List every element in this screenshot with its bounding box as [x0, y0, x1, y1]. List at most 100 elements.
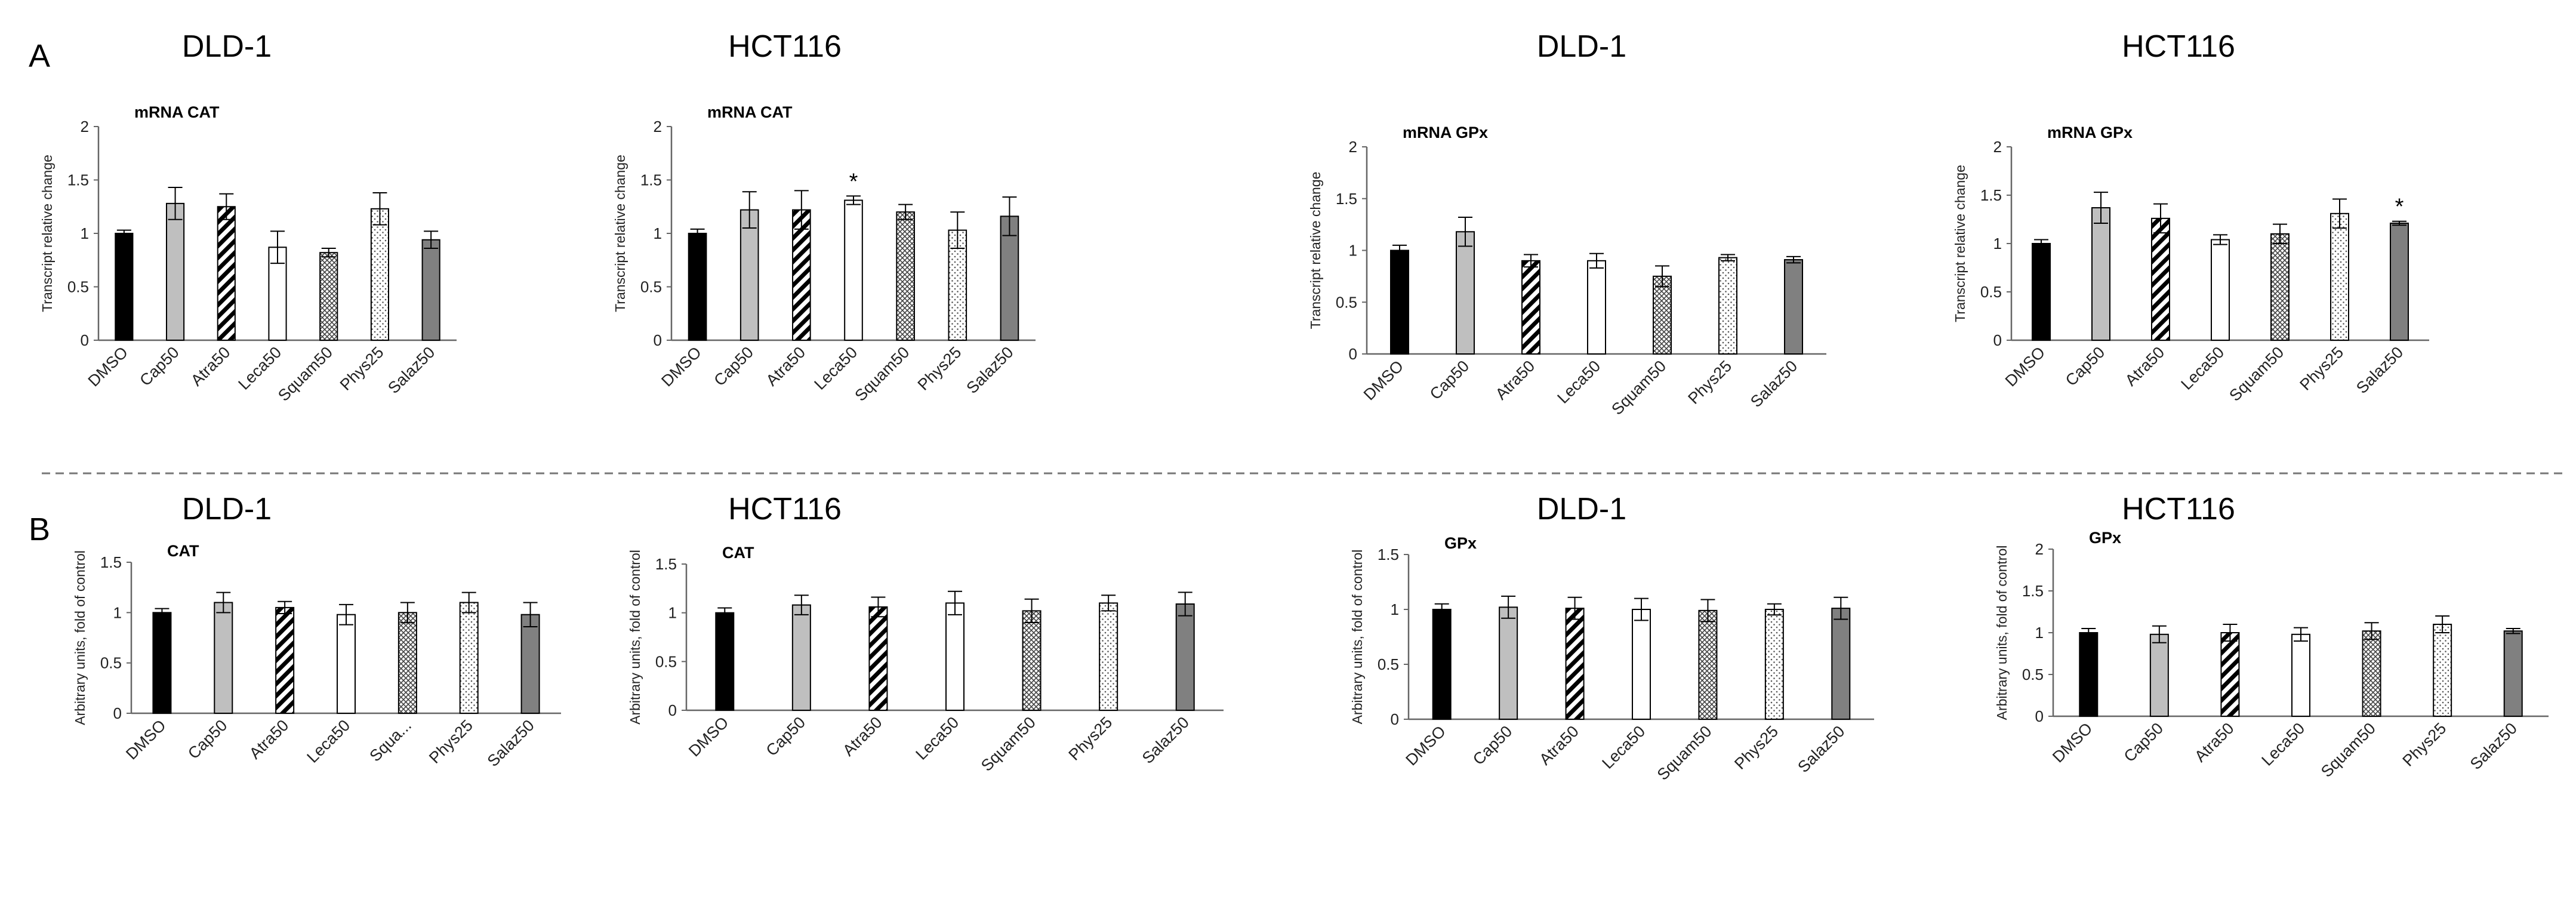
- x-tick-label: Cap50: [2062, 343, 2108, 389]
- x-tick-label: Cap50: [763, 713, 809, 759]
- x-tick-label: Leca50: [811, 343, 861, 393]
- bar-dmso: [688, 233, 707, 341]
- chart-title: CAT: [167, 542, 199, 560]
- x-tick-label: Leca50: [2258, 719, 2308, 769]
- x-tick-label: DMSO: [658, 343, 704, 390]
- x-tick-label: Phys25: [2296, 343, 2347, 394]
- x-tick-label: DMSO: [85, 343, 131, 390]
- x-tick-label: DMSO: [2002, 343, 2048, 390]
- bar-dmso: [1390, 249, 1409, 355]
- panel-label-a: A: [29, 38, 50, 74]
- cell-line-title: HCT116: [2122, 492, 2235, 526]
- x-tick-label: Phys25: [1684, 357, 1735, 408]
- y-tick-label: 2: [81, 118, 89, 135]
- chart-title: mRNA CAT: [134, 103, 220, 121]
- bar-atra50: [1565, 608, 1585, 720]
- y-tick-label: 1: [1391, 600, 1399, 618]
- bar-phys25: [2433, 624, 2452, 717]
- x-tick-label: Atra50: [763, 343, 809, 389]
- x-tick-label: Cap50: [1469, 722, 1515, 768]
- x-tick-label: Cap50: [2121, 719, 2167, 765]
- x-tick-label: Phys25: [426, 716, 476, 767]
- y-tick-label: 0: [668, 701, 677, 719]
- x-tick-label: Salaz50: [2467, 719, 2520, 773]
- x-tick-label: Cap50: [136, 343, 182, 389]
- x-tick-label: Squam50: [978, 713, 1039, 775]
- bar-atra50: [1521, 260, 1540, 355]
- bar-phys25: [2330, 212, 2349, 341]
- bar-salaz50: [421, 239, 440, 341]
- bar-leca50: [1632, 609, 1651, 720]
- y-tick-label: 1.5: [100, 553, 122, 571]
- x-tick-label: Salaz50: [1747, 357, 1801, 411]
- x-tick-label: Atra50: [246, 716, 292, 762]
- x-tick-label: Squam50: [1608, 357, 1669, 418]
- bar-salaz50: [2503, 630, 2523, 717]
- chart-2: HCT116 mRNA CAT 0 0.5 1 1.5 2 Transcript relati…: [612, 29, 1036, 405]
- y-axis-label: Arbitrary units, fold of control: [627, 550, 643, 725]
- x-tick-label: Salaz50: [384, 343, 438, 397]
- chart-title: mRNA GPx: [2047, 124, 2133, 141]
- cell-line-title: DLD-1: [1537, 29, 1626, 64]
- y-tick-label: 0.5: [640, 278, 662, 296]
- bar-phys25: [1099, 602, 1118, 711]
- bar-dmso: [2032, 243, 2051, 341]
- bar-salaz50: [1175, 603, 1195, 711]
- y-axis-label: Transcript relative change: [612, 155, 628, 312]
- y-tick-label: 2: [654, 118, 662, 135]
- x-tick-label: Leca50: [1554, 357, 1604, 407]
- y-axis-label: Transcript relative change: [1308, 172, 1323, 329]
- bar-leca50: [2211, 239, 2230, 341]
- significance-star: *: [849, 169, 858, 194]
- bar-dmso: [715, 612, 735, 711]
- significance-star: *: [2395, 195, 2404, 220]
- x-tick-label: Cap50: [1426, 357, 1472, 403]
- chart-title: mRNA GPx: [1403, 124, 1488, 141]
- x-tick-label: Phys25: [2399, 719, 2449, 770]
- y-tick-label: 0: [113, 704, 122, 722]
- charts: DLD-1 mRNA CAT 0 0.5 1 1.5 2 Transcript relativ…: [39, 29, 2549, 784]
- y-tick-label: 0: [2035, 707, 2044, 725]
- y-axis-label: Transcript relative change: [39, 155, 55, 312]
- bar-cap50: [166, 202, 185, 341]
- x-tick-label: DMSO: [685, 713, 732, 760]
- y-tick-label: 0.5: [1378, 655, 1399, 673]
- bar-dmso: [2079, 632, 2099, 717]
- chart-title: GPx: [2089, 529, 2121, 547]
- x-tick-label: Salaz50: [484, 716, 538, 770]
- y-axis-label: Arbitrary units, fold of control: [1994, 546, 2010, 720]
- y-tick-label: 0.5: [655, 652, 677, 670]
- cell-line-title: DLD-1: [182, 29, 272, 64]
- y-tick-label: 1.5: [2022, 582, 2044, 600]
- chart-title: GPx: [1444, 534, 1477, 552]
- bar-salaz50: [520, 614, 540, 714]
- y-tick-label: 2: [1993, 138, 2002, 156]
- bar-dmso: [115, 233, 134, 341]
- bar-phys25: [459, 602, 479, 714]
- bar-leca50: [2291, 633, 2310, 717]
- x-tick-label: DMSO: [1360, 357, 1407, 403]
- x-tick-label: Salaz50: [1139, 713, 1193, 767]
- chart-title: mRNA CAT: [707, 103, 793, 121]
- bar-salaz50: [2390, 222, 2409, 341]
- y-tick-label: 1.5: [1378, 546, 1399, 563]
- x-tick-label: Salaz50: [1794, 722, 1848, 776]
- bar-atra50: [2151, 217, 2170, 341]
- bar-dmso: [152, 612, 172, 714]
- y-tick-label: 1: [113, 603, 122, 621]
- x-tick-label: Leca50: [235, 343, 285, 393]
- bar-atra50: [217, 206, 236, 341]
- cell-line-title: DLD-1: [182, 492, 272, 526]
- y-tick-label: 1.5: [67, 171, 89, 189]
- y-tick-label: 0.5: [2022, 666, 2044, 683]
- y-tick-label: 2: [2035, 540, 2044, 558]
- bar-squam50: [1653, 275, 1672, 355]
- x-tick-label: Squam50: [2226, 343, 2287, 405]
- cell-line-title: HCT116: [2122, 29, 2235, 64]
- x-tick-label: Atra50: [2191, 719, 2237, 765]
- y-tick-label: 1: [1993, 235, 2002, 252]
- x-tick-label: Atra50: [1536, 722, 1582, 768]
- x-tick-label: Squam50: [851, 343, 913, 405]
- bar-leca50: [337, 614, 356, 714]
- bar-salaz50: [1784, 259, 1803, 355]
